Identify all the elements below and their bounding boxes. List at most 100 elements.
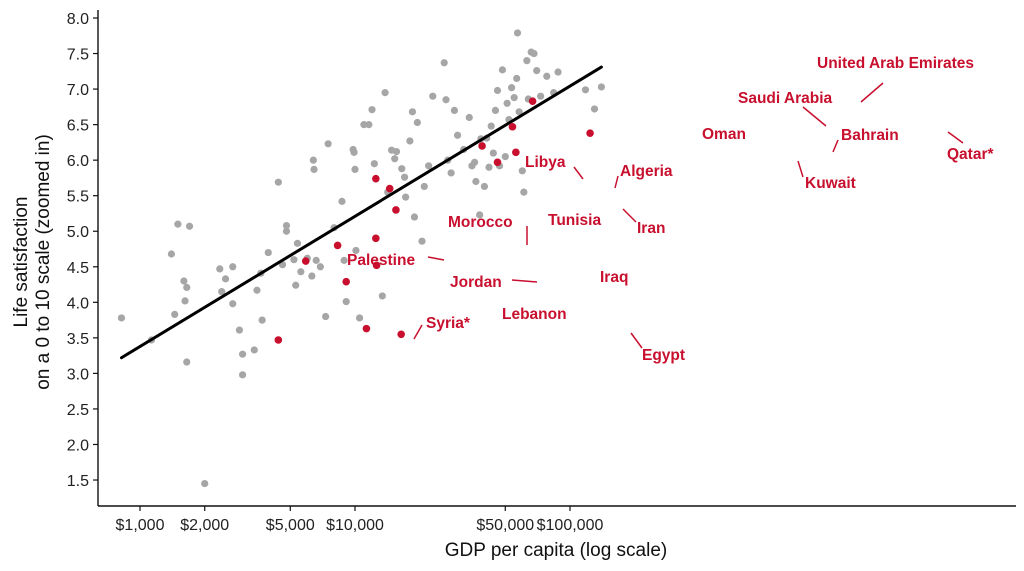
data-point bbox=[370, 160, 378, 168]
data-point bbox=[290, 256, 298, 264]
x-tick-label: $1,000 bbox=[116, 517, 165, 534]
data-point bbox=[453, 131, 462, 139]
highlighted-data-point bbox=[397, 330, 405, 339]
label-qatar: Qatar* bbox=[947, 146, 994, 163]
label-oman: Oman bbox=[702, 126, 746, 143]
data-point bbox=[442, 96, 450, 104]
data-point bbox=[310, 165, 318, 174]
data-point bbox=[400, 173, 409, 181]
label-tunisia: Tunisia bbox=[548, 212, 601, 229]
data-point bbox=[543, 72, 551, 80]
data-point bbox=[282, 221, 291, 230]
data-point bbox=[518, 167, 526, 175]
data-point bbox=[413, 118, 421, 127]
y-tick-label: 5.0 bbox=[67, 224, 89, 241]
data-point bbox=[324, 140, 332, 148]
data-point bbox=[293, 239, 302, 247]
highlighted-data-point bbox=[385, 184, 394, 193]
label-uae: United Arab Emirates bbox=[817, 55, 974, 72]
data-point bbox=[253, 286, 261, 294]
highlighted-data-point bbox=[274, 336, 283, 344]
data-point bbox=[235, 326, 244, 334]
highlighted-data-point bbox=[586, 129, 594, 137]
data-point bbox=[183, 358, 191, 366]
data-point bbox=[274, 178, 282, 186]
label-palestine: Palestine bbox=[347, 252, 415, 269]
y-tick-label: 8.0 bbox=[67, 11, 89, 28]
highlighted-data-point bbox=[372, 261, 381, 270]
y-tick-label: 1.5 bbox=[67, 473, 89, 490]
data-point bbox=[350, 148, 358, 156]
data-point bbox=[316, 263, 324, 271]
highlighted-data-point bbox=[362, 324, 371, 333]
data-point bbox=[216, 265, 224, 273]
label-bahrain: Bahrain bbox=[841, 127, 899, 144]
leader-lines bbox=[413, 82, 964, 349]
highlighted-data-point bbox=[493, 158, 502, 167]
data-point bbox=[491, 106, 500, 115]
data-point bbox=[533, 66, 541, 75]
x-tick-label: $10,000 bbox=[326, 517, 384, 534]
data-point bbox=[282, 227, 291, 235]
data-point bbox=[355, 314, 364, 322]
mena-countries-points bbox=[274, 97, 594, 344]
y-tick-label: 7.0 bbox=[67, 82, 89, 99]
x-tick-label: $100,000 bbox=[537, 517, 604, 534]
label-libya: Libya bbox=[525, 154, 566, 171]
label-iran: Iran bbox=[637, 220, 665, 237]
data-point bbox=[171, 310, 179, 319]
data-point bbox=[429, 92, 437, 100]
y-axis-title: Life satisfaction on a 0 to 10 scale (zo… bbox=[11, 134, 54, 390]
data-point bbox=[322, 312, 330, 321]
y-tick-label: 4.5 bbox=[67, 260, 89, 277]
data-point bbox=[342, 298, 350, 306]
data-point bbox=[180, 277, 188, 285]
data-point bbox=[297, 268, 305, 276]
data-point bbox=[471, 158, 479, 166]
data-point bbox=[465, 113, 473, 122]
highlighted-data-point bbox=[301, 257, 310, 265]
data-point bbox=[554, 68, 562, 76]
data-point bbox=[238, 371, 247, 379]
data-point bbox=[378, 292, 386, 300]
highlighted-data-point bbox=[342, 277, 350, 286]
data-point bbox=[420, 182, 428, 191]
data-point bbox=[365, 121, 373, 129]
data-point bbox=[338, 197, 346, 205]
x-tick-label: $2,000 bbox=[180, 517, 229, 534]
data-point bbox=[183, 283, 191, 291]
data-point bbox=[515, 108, 523, 116]
data-point bbox=[312, 256, 320, 264]
data-point bbox=[167, 250, 176, 258]
data-point bbox=[530, 49, 538, 58]
data-point bbox=[480, 182, 489, 191]
x-axis-title: GDP per capita (log scale) bbox=[445, 540, 667, 561]
highlighted-data-point bbox=[508, 122, 517, 131]
data-point bbox=[450, 106, 459, 115]
data-point bbox=[392, 148, 401, 156]
highlighted-data-point bbox=[372, 234, 380, 243]
data-point bbox=[406, 137, 414, 145]
highlighted-data-point bbox=[478, 142, 486, 150]
data-point bbox=[218, 288, 226, 296]
label-iraq: Iraq bbox=[600, 269, 628, 286]
other-countries-points bbox=[117, 29, 606, 488]
data-point bbox=[264, 248, 272, 257]
data-point bbox=[489, 149, 497, 157]
y-axis-ticks: 8.0 7.5 7.0 6.5 6.0 5.5 5.0 4.5 4.0 3.5 3.0 2.5 2.0 1… bbox=[67, 11, 98, 490]
y-tick-label: 5.5 bbox=[67, 189, 89, 206]
data-point bbox=[590, 105, 599, 113]
data-point bbox=[476, 211, 484, 219]
data-point bbox=[229, 300, 237, 308]
data-point bbox=[391, 155, 399, 163]
y-tick-label: 7.5 bbox=[67, 47, 89, 64]
data-point bbox=[309, 156, 317, 164]
data-point bbox=[117, 314, 126, 322]
data-point bbox=[185, 222, 194, 230]
data-point bbox=[485, 163, 493, 171]
data-point bbox=[581, 86, 590, 94]
data-point bbox=[351, 165, 359, 174]
label-jordan: Jordan bbox=[450, 274, 502, 291]
x-axis-ticks: $1,000 $2,000 $5,000 $10,000 $50,000 $100,000 bbox=[116, 506, 604, 534]
data-point bbox=[368, 106, 376, 114]
